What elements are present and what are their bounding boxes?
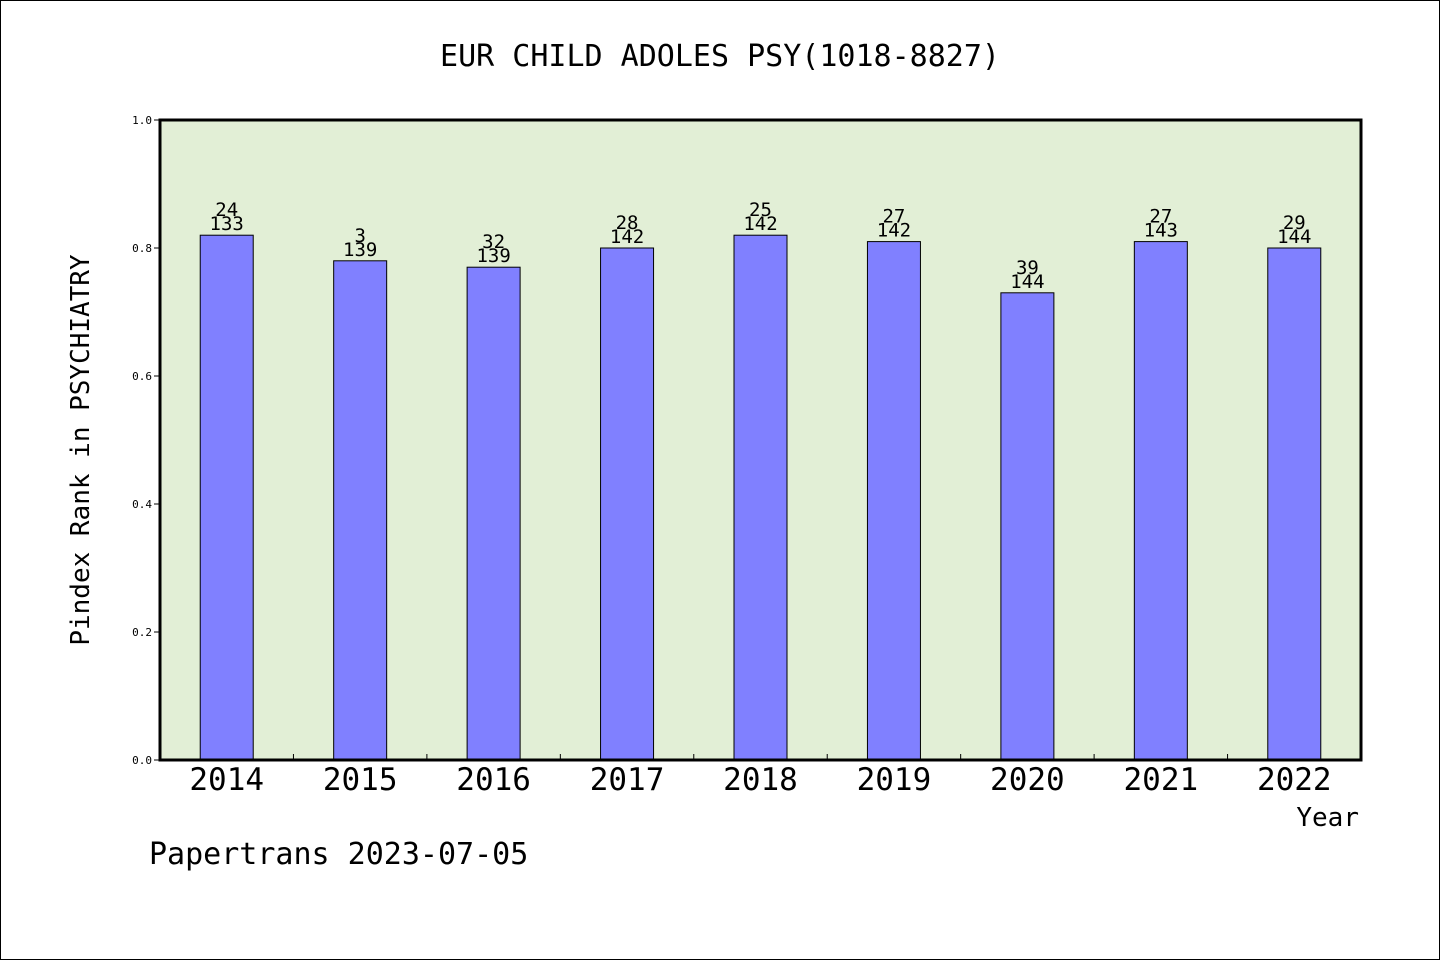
x-tick-label-2021: 2021 [1124, 762, 1199, 798]
data-label-rank-2017: 28 [616, 212, 639, 234]
data-label-total-2020: 144 [1010, 271, 1044, 293]
x-tick-label-2022: 2022 [1257, 762, 1332, 798]
bar-2020 [1000, 292, 1055, 761]
data-label-total-2022: 144 [1277, 226, 1311, 248]
data-label-total-2016: 139 [476, 245, 510, 267]
y-tick-label-0.8: 0.8 [132, 242, 152, 255]
bar-2017 [600, 247, 655, 761]
data-label-total-2015: 139 [343, 239, 377, 261]
data-label-total-2017: 142 [610, 226, 644, 248]
x-axis-label: Year [1296, 803, 1359, 833]
data-label-rank-2018: 25 [749, 199, 772, 221]
y-tick-label-1.0: 1.0 [132, 114, 152, 127]
bar-2021 [1133, 241, 1188, 761]
data-label-rank-2021: 27 [1149, 206, 1172, 228]
x-tick-label-2015: 2015 [323, 762, 398, 798]
bar-2015 [333, 260, 388, 761]
bar-2018 [733, 234, 788, 761]
plot-border [158, 118, 1363, 762]
x-axis: 2014 2015 2016 2017 2018 2019 2020 2021 2022 [189, 754, 1332, 798]
data-label-rank-2019: 27 [882, 206, 905, 228]
x-tick-label-2016: 2016 [456, 762, 531, 798]
data-label-total-2014: 133 [210, 213, 244, 235]
data-label-total-2018: 142 [743, 213, 777, 235]
bar-2019 [866, 241, 921, 761]
y-tick-label-0.4: 0.4 [132, 498, 152, 511]
data-label-total-2019: 142 [877, 220, 911, 242]
data-label-rank-2016: 32 [482, 231, 505, 253]
footer-watermark: Papertrans 2023-07-05 [149, 837, 528, 872]
bar-2022 [1267, 247, 1322, 761]
x-tick-label-2020: 2020 [990, 762, 1065, 798]
bars-layer [199, 234, 1322, 761]
bar-2016 [466, 266, 521, 761]
y-tick-label-0.6: 0.6 [132, 370, 152, 383]
data-label-rank-2020: 39 [1016, 257, 1039, 279]
bar-2014 [199, 234, 254, 761]
y-axis: 0.0 0.2 0.4 0.6 0.8 1.0 [132, 114, 160, 767]
data-label-rank-2022: 29 [1283, 212, 1306, 234]
y-tick-label-0.0: 0.0 [132, 754, 152, 767]
data-label-total-2021: 143 [1144, 220, 1178, 242]
chart-title: EUR CHILD ADOLES PSY(1018-8827) [440, 39, 1000, 74]
x-tick-label-2019: 2019 [857, 762, 932, 798]
x-tick-label-2014: 2014 [189, 762, 264, 798]
x-tick-label-2018: 2018 [723, 762, 798, 798]
x-tick-label-2017: 2017 [590, 762, 665, 798]
data-label-rank-2015: 3 [354, 225, 365, 247]
y-tick-label-0.2: 0.2 [132, 626, 152, 639]
y-axis-label: Pindex Rank in PSYCHIATRY [66, 254, 96, 646]
data-label-rank-2014: 24 [215, 199, 238, 221]
